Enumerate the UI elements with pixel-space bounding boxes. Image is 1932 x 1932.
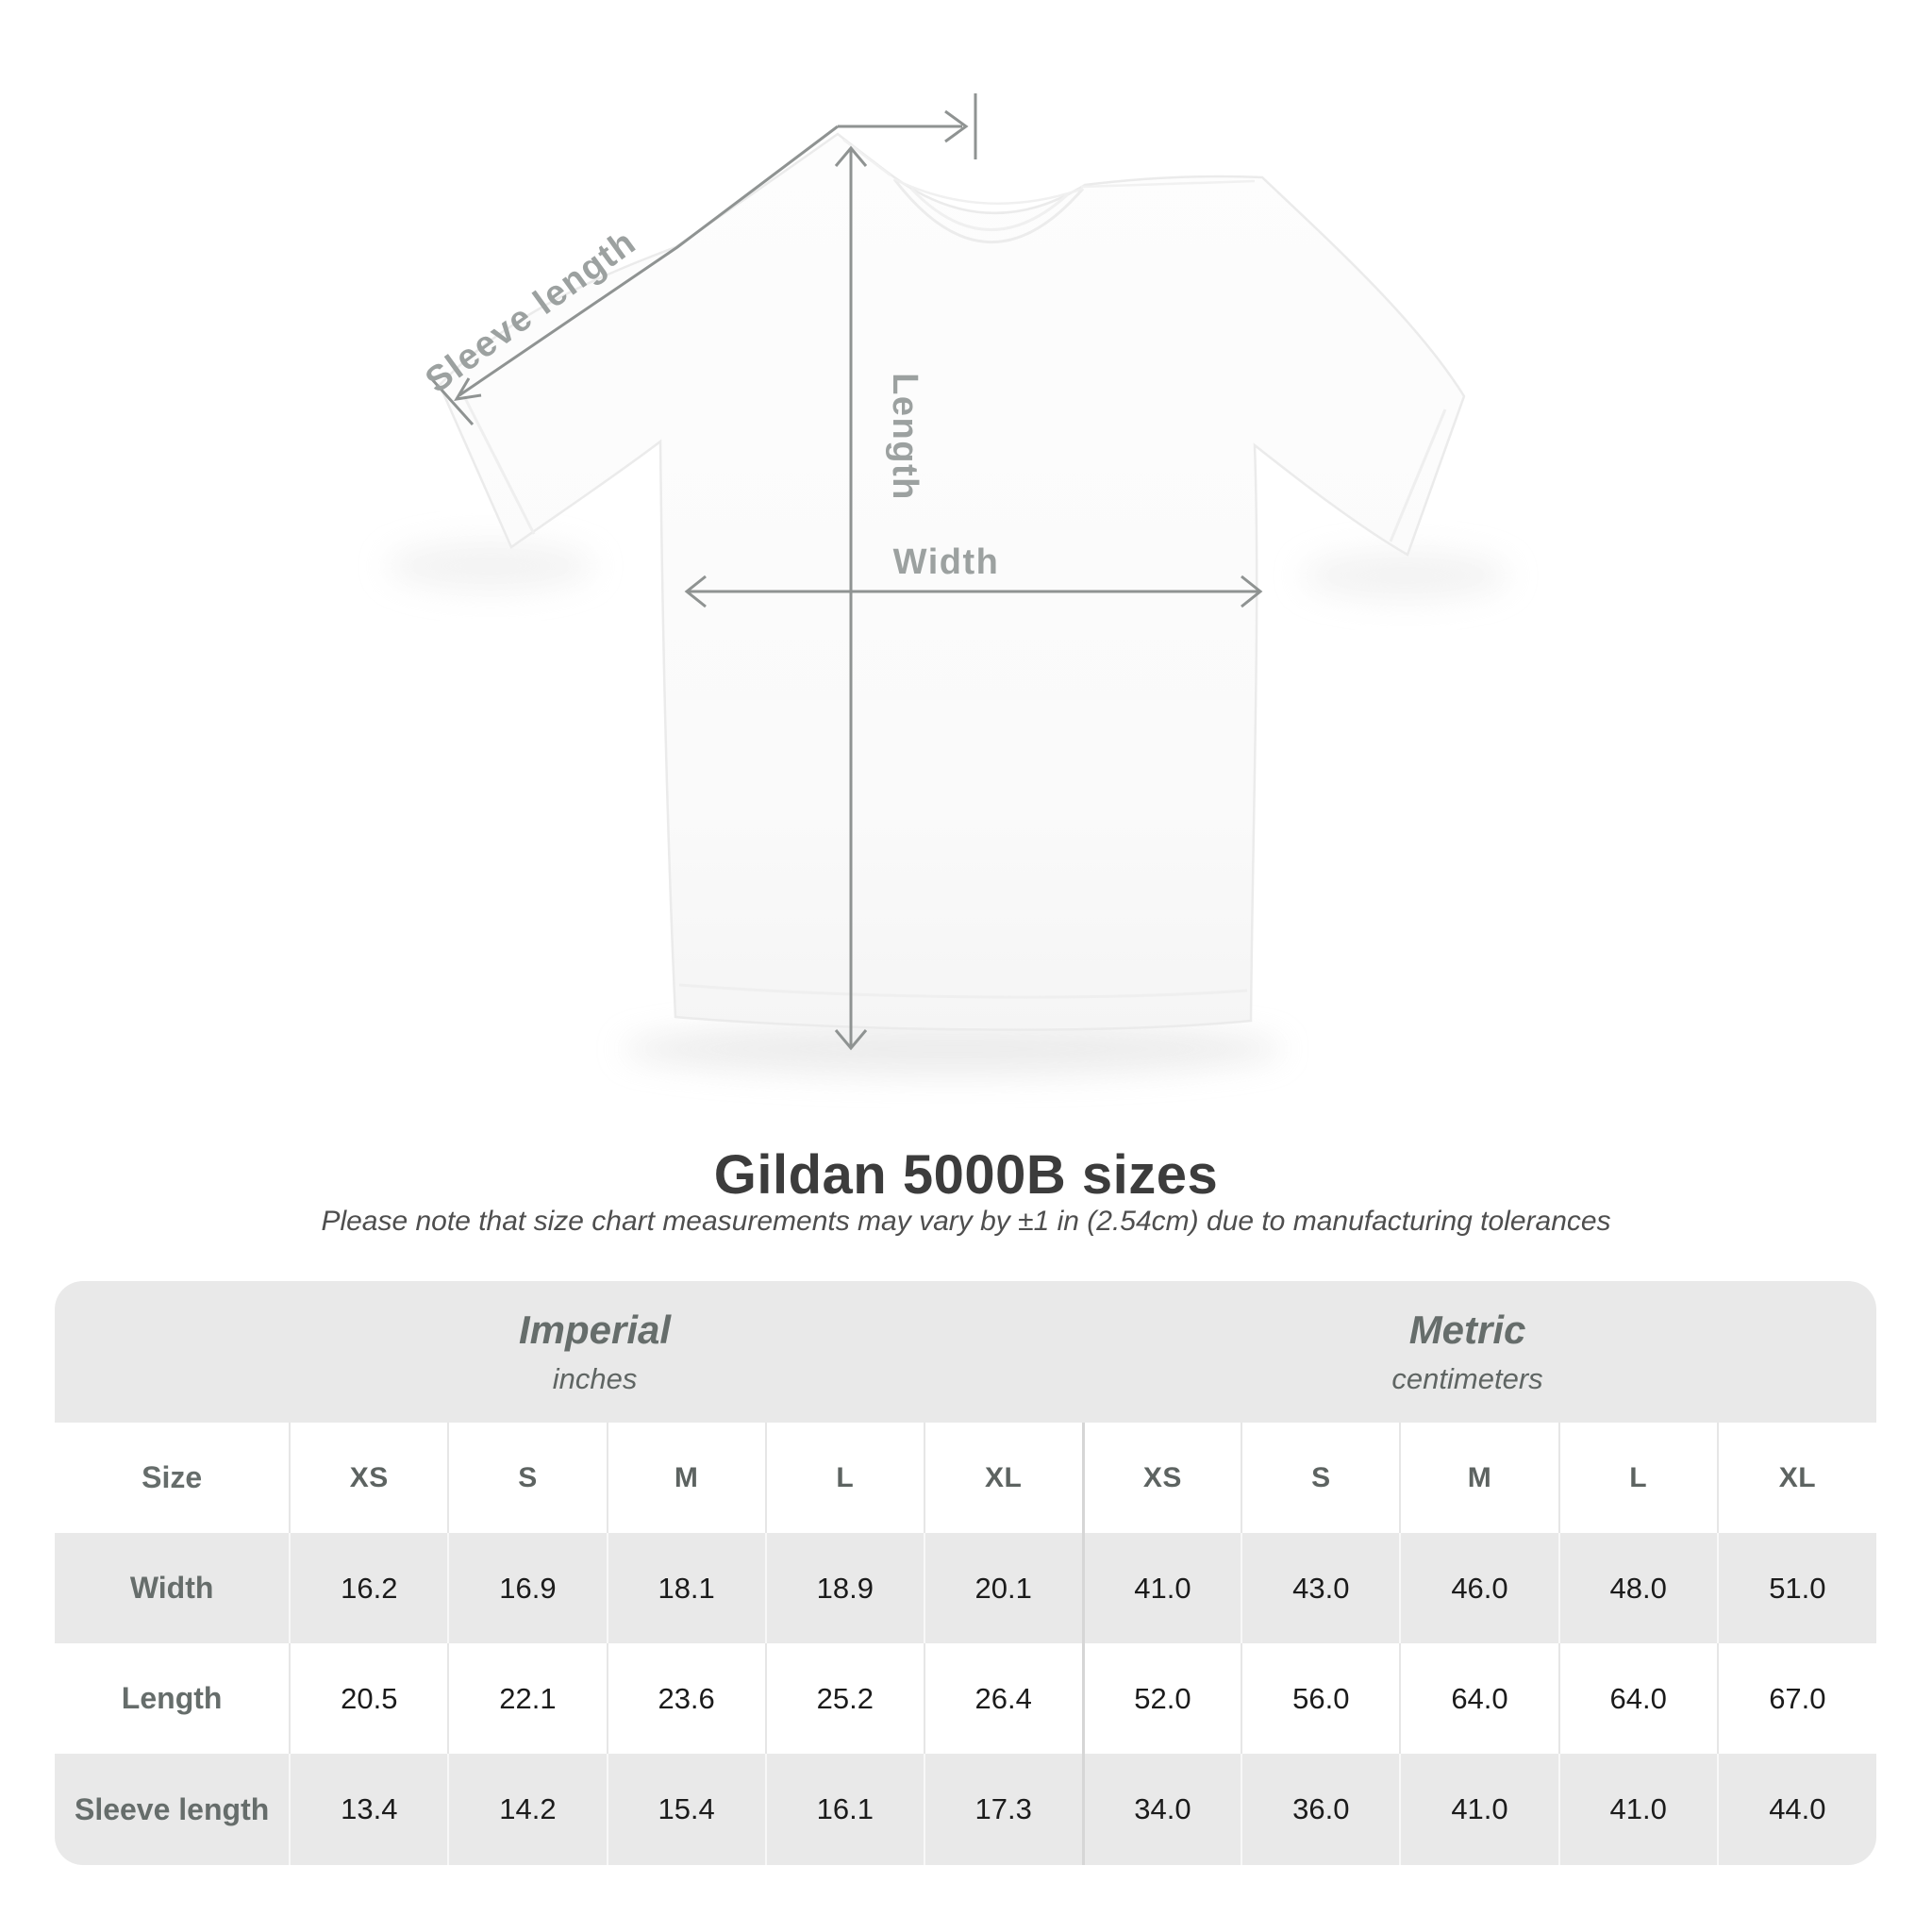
length-row: Length 20.5 22.1 23.6 25.2 26.4 52.0 56.… [55,1643,1876,1754]
length-metric-m: 64.0 [1399,1643,1559,1754]
width-metric-xl: 51.0 [1716,1533,1876,1643]
length-imperial-l: 25.2 [764,1643,924,1754]
sleeve-length-row: Sleeve length 13.4 14.2 15.4 16.1 17.3 3… [55,1754,1876,1865]
width-metric-s: 43.0 [1241,1533,1401,1643]
width-arrow [684,575,1263,608]
sleeve-imperial-xs: 13.4 [289,1754,449,1865]
width-imperial-xs: 16.2 [289,1533,449,1643]
page-title: Gildan 5000B sizes [713,1144,1219,1206]
size-metric-s: S [1241,1423,1401,1533]
length-metric-s: 56.0 [1241,1643,1401,1754]
shoulder-guide-arrow [838,93,977,159]
sleeve-length-arrow [429,125,839,426]
size-imperial-xl: XL [923,1423,1084,1533]
sleeve-metric-m: 41.0 [1399,1754,1559,1865]
size-metric-xs: XS [1081,1423,1242,1533]
length-imperial-xl: 26.4 [923,1643,1084,1754]
left-cuff-hem [462,395,536,535]
width-metric-m: 46.0 [1399,1533,1559,1643]
width-imperial-m: 18.1 [606,1533,766,1643]
width-row: Width 16.2 16.9 18.1 18.9 20.1 41.0 43.0… [55,1533,1876,1643]
shoulder-seams [842,139,1256,189]
width-metric-xs: 41.0 [1081,1533,1242,1643]
tshirt-shadow [387,541,1509,1075]
size-imperial-s: S [447,1423,608,1533]
size-metric-m: M [1399,1423,1559,1533]
sleeve-imperial-xl: 17.3 [923,1754,1084,1865]
metric-units: centimeters [1391,1362,1543,1395]
size-chart: Imperial inches Metric centimeters Size … [55,1281,1876,1865]
width-imperial-s: 16.9 [447,1533,608,1643]
imperial-section-header: Imperial inches [55,1281,1083,1423]
size-column-header: Size [142,1460,203,1494]
tolerance-note: Please note that size chart measurements… [321,1206,1611,1237]
tshirt-illustration [438,132,1466,1031]
size-chart-table: Imperial inches Metric centimeters Size … [55,1281,1876,1865]
length-row-label: Length [121,1681,223,1715]
metric-label: Metric [1408,1307,1526,1352]
imperial-units: inches [552,1362,638,1395]
sleeve-metric-xs: 34.0 [1081,1754,1242,1865]
sleeve-imperial-s: 14.2 [447,1754,608,1865]
length-imperial-s: 22.1 [447,1643,608,1754]
sleeve-imperial-l: 16.1 [764,1754,924,1865]
size-imperial-m: M [606,1423,766,1533]
bottom-hem [678,983,1248,999]
collar-back-seam [893,177,1084,205]
tshirt-measurement-diagram: Sleeve length Length Width [387,93,1509,1075]
length-metric-xl: 67.0 [1716,1643,1876,1754]
size-metric-xl: XL [1716,1423,1876,1533]
units-header-row: Imperial inches Metric centimeters [55,1281,1876,1423]
length-arrow [834,145,868,1051]
collar-outer-seam [892,178,1085,244]
width-metric-l: 48.0 [1557,1533,1718,1643]
width-imperial-xl: 20.1 [923,1533,1084,1643]
right-cuff-hem [1389,408,1447,542]
length-imperial-xs: 20.5 [289,1643,449,1754]
length-label: Length [885,373,924,501]
size-metric-l: L [1557,1423,1718,1533]
imperial-label: Imperial [519,1307,672,1352]
metric-section-header: Metric centimeters [1083,1281,1876,1423]
length-metric-xs: 52.0 [1081,1643,1242,1754]
sleeve-metric-xl: 44.0 [1716,1754,1876,1865]
size-header-row: Size XS S M L XL XS S M L XL [55,1423,1876,1533]
collar-inner-seam [909,187,1070,232]
length-metric-l: 64.0 [1557,1643,1718,1754]
width-row-label: Width [129,1571,214,1605]
sleeve-metric-s: 36.0 [1241,1754,1401,1865]
sleeve-imperial-m: 15.4 [606,1754,766,1865]
size-imperial-xs: XS [289,1423,449,1533]
size-imperial-l: L [764,1423,924,1533]
sleeve-metric-l: 41.0 [1557,1754,1718,1865]
length-imperial-m: 23.6 [606,1643,766,1754]
width-imperial-l: 18.9 [764,1533,924,1643]
width-label: Width [893,542,1000,582]
sleeve-row-label: Sleeve length [74,1791,270,1826]
